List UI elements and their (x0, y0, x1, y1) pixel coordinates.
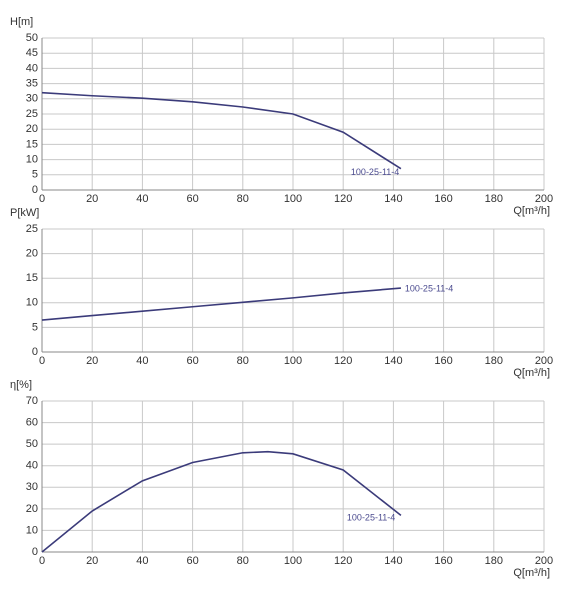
y-tick-label: 40 (26, 62, 38, 74)
x-axis-label: Q[m³/h] (513, 367, 550, 379)
x-tick-label: 120 (334, 355, 352, 367)
y-tick-label: 10 (26, 297, 38, 309)
x-tick-label: 20 (86, 193, 98, 205)
x-tick-label: 0 (39, 355, 45, 367)
x-tick-label: 140 (384, 355, 402, 367)
y-tick-label: 20 (26, 248, 38, 260)
x-tick-label: 100 (284, 193, 302, 205)
x-tick-label: 160 (434, 555, 452, 567)
y-tick-label: 10 (26, 524, 38, 536)
y-tick-label: 25 (26, 223, 38, 235)
y-tick-label: 0 (32, 346, 38, 358)
y-tick-label: 40 (26, 460, 38, 472)
curve-label: 100-25-11-4 (405, 283, 453, 293)
x-tick-label: 20 (86, 555, 98, 567)
x-tick-label: 0 (39, 555, 45, 567)
curve (41, 91, 402, 170)
y-tick-label: 25 (26, 108, 38, 120)
x-tick-label: 180 (485, 193, 503, 205)
x-tick-label: 60 (186, 555, 198, 567)
x-tick-label: 80 (237, 355, 249, 367)
curve (41, 287, 401, 321)
y-tick-label: 50 (26, 438, 38, 450)
y-tick-label: 0 (32, 184, 38, 196)
x-tick-label: 40 (136, 193, 148, 205)
x-tick-label: 40 (136, 555, 148, 567)
curve-label: 100-25-11-4 (351, 167, 399, 177)
x-axis-label: Q[m³/h] (513, 205, 550, 217)
y-tick-label: 30 (26, 93, 38, 105)
x-tick-label: 60 (186, 193, 198, 205)
x-tick-label: 80 (237, 555, 249, 567)
y-tick-label: 20 (26, 123, 38, 135)
y-tick-label: 5 (32, 169, 38, 181)
x-tick-label: 60 (186, 355, 198, 367)
y-tick-label: 15 (26, 272, 38, 284)
x-tick-label: 180 (485, 555, 503, 567)
x-tick-label: 120 (334, 193, 352, 205)
y-tick-label: 20 (26, 503, 38, 515)
x-tick-label: 100 (284, 355, 302, 367)
x-tick-label: 200 (535, 193, 553, 205)
y-tick-label: 45 (26, 47, 38, 59)
y-tick-label: 70 (26, 395, 38, 407)
x-tick-label: 160 (434, 355, 452, 367)
y-axis-label: H[m] (10, 16, 33, 28)
x-axis-label: Q[m³/h] (513, 567, 550, 579)
y-axis-label: P[kW] (10, 207, 39, 219)
y-axis-label: η[%] (10, 379, 32, 391)
y-tick-label: 30 (26, 481, 38, 493)
y-tick-label: 35 (26, 78, 38, 90)
x-tick-label: 200 (535, 555, 553, 567)
x-tick-label: 20 (86, 355, 98, 367)
x-tick-label: 120 (334, 555, 352, 567)
curve (41, 450, 402, 553)
curve-label: 100-25-11-4 (347, 513, 395, 523)
x-tick-label: 80 (237, 193, 249, 205)
y-tick-label: 15 (26, 138, 38, 150)
x-tick-label: 200 (535, 355, 553, 367)
x-tick-label: 160 (434, 193, 452, 205)
y-tick-label: 60 (26, 416, 38, 428)
y-tick-label: 10 (26, 154, 38, 166)
x-tick-label: 100 (284, 555, 302, 567)
x-tick-label: 180 (485, 355, 503, 367)
y-tick-label: 5 (32, 321, 38, 333)
x-tick-label: 140 (384, 555, 402, 567)
x-tick-label: 40 (136, 355, 148, 367)
x-tick-label: 140 (384, 193, 402, 205)
y-tick-label: 50 (26, 32, 38, 44)
x-tick-label: 0 (39, 193, 45, 205)
y-tick-label: 0 (32, 546, 38, 558)
